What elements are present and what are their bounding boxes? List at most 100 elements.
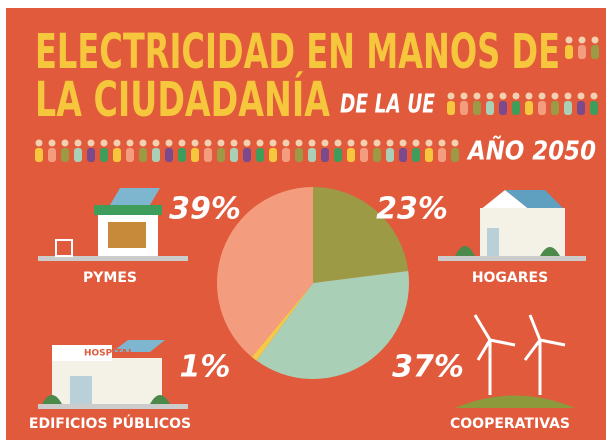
person-head <box>36 140 43 147</box>
person-body <box>590 101 598 115</box>
person-head <box>474 93 481 100</box>
person-head <box>361 140 368 147</box>
person-body <box>48 148 56 162</box>
person-body <box>578 45 586 59</box>
person-body <box>486 101 494 115</box>
person-head <box>400 140 407 147</box>
person-body <box>74 148 82 162</box>
person-body <box>113 148 121 162</box>
person-head <box>439 140 446 147</box>
person-head <box>565 93 572 100</box>
person-body <box>591 45 599 59</box>
person-body <box>386 148 394 162</box>
person-head <box>270 140 277 147</box>
person-head <box>283 140 290 147</box>
person-head <box>513 93 520 100</box>
person-body <box>100 148 108 162</box>
person-head <box>88 140 95 147</box>
person-body <box>204 148 212 162</box>
person-head <box>114 140 121 147</box>
person-head <box>413 140 420 147</box>
sign-text: HOSPITAL <box>84 349 134 359</box>
person-body <box>512 101 520 115</box>
person-body <box>399 148 407 162</box>
person-head <box>591 93 598 100</box>
person-head <box>348 140 355 147</box>
person-head <box>566 37 573 44</box>
category-label: EDIFICIOS PÚBLICOS <box>29 414 191 432</box>
person-head <box>461 93 468 100</box>
person-body <box>551 101 559 115</box>
person-body <box>473 101 481 115</box>
person-head <box>127 140 134 147</box>
person-body <box>191 148 199 162</box>
person-body <box>230 148 238 162</box>
person-head <box>49 140 56 147</box>
value-label: 23% <box>376 192 448 227</box>
person-head <box>75 140 82 147</box>
person-body <box>126 148 134 162</box>
person-body <box>35 148 43 162</box>
person-head <box>192 140 199 147</box>
person-body <box>373 148 381 162</box>
person-body <box>425 148 433 162</box>
person-body <box>438 148 446 162</box>
category-label: HOGARES <box>472 270 548 286</box>
person-head <box>231 140 238 147</box>
year: AÑO 2050 <box>466 135 596 167</box>
person-body <box>451 148 459 162</box>
person-head <box>552 93 559 100</box>
value-label: 1% <box>180 350 231 385</box>
person-body <box>412 148 420 162</box>
person-head <box>179 140 186 147</box>
person-body <box>577 101 585 115</box>
value-label: 39% <box>169 192 241 227</box>
person-body <box>243 148 251 162</box>
person-body <box>564 101 572 115</box>
person-head <box>257 140 264 147</box>
person-body <box>61 148 69 162</box>
title-line2: LA CIUDADANÍA <box>35 71 330 128</box>
person-head <box>426 140 433 147</box>
person-head <box>153 140 160 147</box>
person-body <box>282 148 290 162</box>
person-body <box>360 148 368 162</box>
person-body <box>152 148 160 162</box>
person-head <box>205 140 212 147</box>
person-head <box>539 93 546 100</box>
person-head <box>166 140 173 147</box>
person-body <box>308 148 316 162</box>
person-head <box>487 93 494 100</box>
person-body <box>87 148 95 162</box>
person-body <box>525 101 533 115</box>
value-label: 37% <box>392 350 464 385</box>
person-head <box>62 140 69 147</box>
person-body <box>321 148 329 162</box>
person-head <box>140 140 147 147</box>
person-head <box>578 93 585 100</box>
person-body <box>139 148 147 162</box>
person-head <box>322 140 329 147</box>
person-head <box>101 140 108 147</box>
person-head <box>448 93 455 100</box>
person-head <box>592 37 599 44</box>
person-head <box>452 140 459 147</box>
person-body <box>499 101 507 115</box>
person-body <box>256 148 264 162</box>
person-body <box>460 101 468 115</box>
person-head <box>309 140 316 147</box>
person-body <box>334 148 342 162</box>
person-head <box>526 93 533 100</box>
person-body <box>538 101 546 115</box>
person-body <box>217 148 225 162</box>
person-head <box>296 140 303 147</box>
subtitle: DE LA UE <box>340 90 435 120</box>
category-label: COOPERATIVAS <box>450 416 570 432</box>
category-label: PYMES <box>83 270 137 286</box>
person-body <box>565 45 573 59</box>
person-body <box>269 148 277 162</box>
person-body <box>347 148 355 162</box>
person-head <box>579 37 586 44</box>
person-head <box>374 140 381 147</box>
person-body <box>447 101 455 115</box>
